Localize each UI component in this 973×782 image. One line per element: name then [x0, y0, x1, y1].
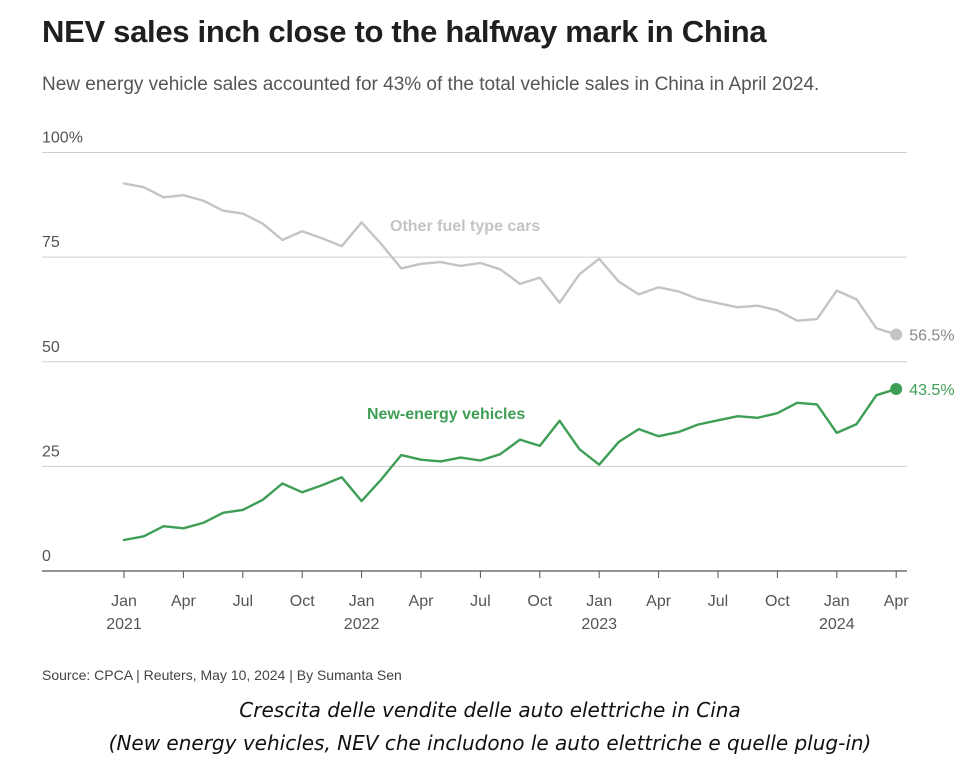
- series-line-1: [122, 387, 898, 542]
- series-line-0: [122, 182, 898, 336]
- x-tick-label: Jan: [111, 593, 137, 610]
- caption-line-1: Crescita delle vendite delle auto elettr…: [239, 698, 741, 722]
- y-tick-label: 25: [42, 443, 60, 460]
- x-tick-label: Apr: [884, 593, 910, 610]
- x-tick-year-label: 2022: [344, 616, 380, 633]
- y-tick-label: 100%: [42, 130, 83, 147]
- x-tick-label: Oct: [765, 593, 790, 610]
- series-label-nev: New-energy vehicles: [367, 406, 525, 423]
- line-chart: 0 25 50 75 100% Jan 2021 Apr Jul Oct Jan 2022 Apr Ju…: [42, 130, 955, 633]
- x-tick-year-label: 2024: [819, 616, 855, 633]
- x-tick-label: Oct: [527, 593, 552, 610]
- chart-title: NEV sales inch close to the halfway mark…: [42, 14, 767, 49]
- y-tick-label: 50: [42, 339, 60, 356]
- x-tick-label: Jul: [233, 593, 253, 610]
- series-end-marker-1: [890, 382, 903, 395]
- x-tick-label: Jul: [708, 593, 728, 610]
- x-tick-label: Jan: [586, 593, 612, 610]
- chart-subtitle: New energy vehicle sales accounted for 4…: [42, 74, 820, 95]
- x-tick-label: Jul: [470, 593, 490, 610]
- source-note: Source: CPCA | Reuters, May 10, 2024 | B…: [42, 667, 402, 683]
- caption-line-2: (New energy vehicles, NEV che includono …: [108, 731, 872, 755]
- y-tick-label: 75: [42, 234, 60, 251]
- x-tick-label: Apr: [646, 593, 672, 610]
- series-end-marker-0: [890, 328, 903, 341]
- y-tick-label: 0: [42, 548, 51, 565]
- series-label-other: Other fuel type cars: [390, 218, 540, 235]
- x-tick-label: Apr: [409, 593, 435, 610]
- x-tick-year-label: 2023: [581, 616, 617, 633]
- x-tick-label: Jan: [824, 593, 850, 610]
- series-end-label-0: 56.5%: [909, 328, 954, 345]
- series-end-label-1: 43.5%: [909, 382, 954, 399]
- x-tick-label: Jan: [349, 593, 375, 610]
- x-tick-label: Oct: [290, 593, 315, 610]
- x-tick-label: Apr: [171, 593, 197, 610]
- x-tick-year-label: 2021: [106, 616, 142, 633]
